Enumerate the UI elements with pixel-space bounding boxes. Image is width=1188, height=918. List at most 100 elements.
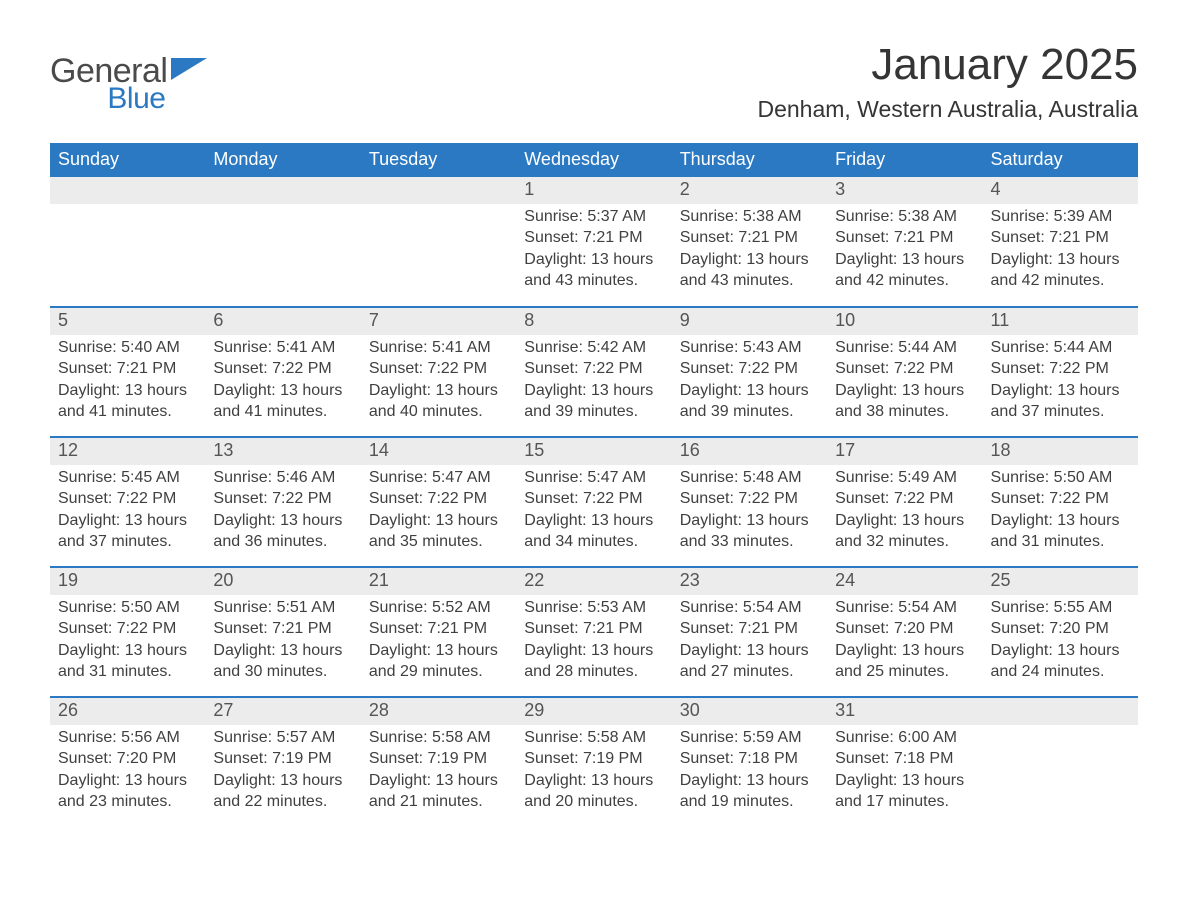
daylight-line: Daylight: 13 hours and 24 minutes. <box>991 640 1130 683</box>
day-detail: Sunrise: 5:57 AMSunset: 7:19 PMDaylight:… <box>205 725 360 819</box>
daylight-line: Daylight: 13 hours and 35 minutes. <box>369 510 508 553</box>
day-number: 16 <box>672 438 827 465</box>
day-number: 7 <box>361 308 516 335</box>
day-number: 22 <box>516 568 671 595</box>
sunrise-line: Sunrise: 5:52 AM <box>369 597 508 619</box>
daylight-label: Daylight: <box>680 772 747 789</box>
day-number: 29 <box>516 698 671 725</box>
sunrise-value: 5:53 AM <box>587 599 646 616</box>
sunrise-value: 5:48 AM <box>743 469 802 486</box>
day-number: 2 <box>672 177 827 204</box>
sunrise-value: 5:41 AM <box>432 339 491 356</box>
sunset-label: Sunset: <box>524 490 583 507</box>
sunset-label: Sunset: <box>213 490 272 507</box>
day-cell: 25Sunrise: 5:55 AMSunset: 7:20 PMDayligh… <box>983 567 1138 697</box>
day-number: 13 <box>205 438 360 465</box>
day-cell: 2Sunrise: 5:38 AMSunset: 7:21 PMDaylight… <box>672 177 827 307</box>
sunset-label: Sunset: <box>835 620 894 637</box>
sunset-value: 7:21 PM <box>738 620 798 637</box>
sunrise-line: Sunrise: 5:59 AM <box>680 727 819 749</box>
sunset-value: 7:22 PM <box>583 360 643 377</box>
week-row: 5Sunrise: 5:40 AMSunset: 7:21 PMDaylight… <box>50 307 1138 437</box>
sunrise-value: 5:37 AM <box>587 208 646 225</box>
sunrise-label: Sunrise: <box>524 208 587 225</box>
sunset-label: Sunset: <box>835 360 894 377</box>
sunset-value: 7:21 PM <box>738 229 798 246</box>
sunset-line: Sunset: 7:19 PM <box>369 748 508 770</box>
sunrise-value: 5:38 AM <box>743 208 802 225</box>
sunset-label: Sunset: <box>213 360 272 377</box>
sunset-label: Sunset: <box>58 490 117 507</box>
day-number: 12 <box>50 438 205 465</box>
day-number: 1 <box>516 177 671 204</box>
sunset-value: 7:22 PM <box>117 620 177 637</box>
sunset-line: Sunset: 7:22 PM <box>213 358 352 380</box>
sunrise-value: 5:50 AM <box>1054 469 1113 486</box>
sunset-value: 7:22 PM <box>894 360 954 377</box>
sunset-label: Sunset: <box>991 360 1050 377</box>
day-detail: Sunrise: 5:37 AMSunset: 7:21 PMDaylight:… <box>516 204 671 298</box>
day-number: 11 <box>983 308 1138 335</box>
daylight-label: Daylight: <box>524 251 591 268</box>
daylight-label: Daylight: <box>680 382 747 399</box>
day-number: 27 <box>205 698 360 725</box>
daylight-line: Daylight: 13 hours and 41 minutes. <box>213 380 352 423</box>
day-detail: Sunrise: 5:55 AMSunset: 7:20 PMDaylight:… <box>983 595 1138 689</box>
sunrise-value: 5:54 AM <box>898 599 957 616</box>
brand-logo: General Blue <box>50 40 207 114</box>
daylight-label: Daylight: <box>369 382 436 399</box>
sunrise-line: Sunrise: 5:46 AM <box>213 467 352 489</box>
day-number: 25 <box>983 568 1138 595</box>
sunrise-label: Sunrise: <box>369 339 432 356</box>
sunrise-line: Sunrise: 5:47 AM <box>369 467 508 489</box>
daylight-label: Daylight: <box>369 512 436 529</box>
day-number <box>361 177 516 204</box>
day-number: 24 <box>827 568 982 595</box>
daylight-label: Daylight: <box>524 512 591 529</box>
week-row: 19Sunrise: 5:50 AMSunset: 7:22 PMDayligh… <box>50 567 1138 697</box>
day-detail: Sunrise: 5:47 AMSunset: 7:22 PMDaylight:… <box>361 465 516 559</box>
day-detail: Sunrise: 5:45 AMSunset: 7:22 PMDaylight:… <box>50 465 205 559</box>
sunrise-value: 5:47 AM <box>432 469 491 486</box>
sunrise-line: Sunrise: 5:43 AM <box>680 337 819 359</box>
day-cell: 27Sunrise: 5:57 AMSunset: 7:19 PMDayligh… <box>205 697 360 827</box>
sunrise-line: Sunrise: 5:37 AM <box>524 206 663 228</box>
sunset-value: 7:22 PM <box>894 490 954 507</box>
day-header: Friday <box>827 143 982 177</box>
daylight-label: Daylight: <box>991 642 1058 659</box>
sunset-value: 7:22 PM <box>272 490 332 507</box>
day-cell: 17Sunrise: 5:49 AMSunset: 7:22 PMDayligh… <box>827 437 982 567</box>
daylight-label: Daylight: <box>991 512 1058 529</box>
sunrise-line: Sunrise: 5:38 AM <box>680 206 819 228</box>
sunrise-label: Sunrise: <box>524 469 587 486</box>
day-cell: 24Sunrise: 5:54 AMSunset: 7:20 PMDayligh… <box>827 567 982 697</box>
sunset-value: 7:21 PM <box>894 229 954 246</box>
sunrise-label: Sunrise: <box>369 469 432 486</box>
sunset-line: Sunset: 7:21 PM <box>369 618 508 640</box>
sunrise-label: Sunrise: <box>524 599 587 616</box>
daylight-label: Daylight: <box>369 772 436 789</box>
brand-wordmark: General Blue <box>50 54 167 114</box>
sunrise-value: 5:50 AM <box>121 599 180 616</box>
daylight-line: Daylight: 13 hours and 43 minutes. <box>680 249 819 292</box>
sunrise-label: Sunrise: <box>524 339 587 356</box>
sunset-line: Sunset: 7:22 PM <box>58 488 197 510</box>
sunset-value: 7:21 PM <box>1049 229 1109 246</box>
sunset-value: 7:22 PM <box>583 490 643 507</box>
sunset-line: Sunset: 7:22 PM <box>58 618 197 640</box>
day-detail: Sunrise: 5:38 AMSunset: 7:21 PMDaylight:… <box>672 204 827 298</box>
day-cell: 26Sunrise: 5:56 AMSunset: 7:20 PMDayligh… <box>50 697 205 827</box>
sunrise-value: 5:44 AM <box>898 339 957 356</box>
sunrise-label: Sunrise: <box>835 599 898 616</box>
day-cell: 21Sunrise: 5:52 AMSunset: 7:21 PMDayligh… <box>361 567 516 697</box>
sunrise-value: 5:54 AM <box>743 599 802 616</box>
day-number: 30 <box>672 698 827 725</box>
sunrise-line: Sunrise: 5:53 AM <box>524 597 663 619</box>
day-number: 4 <box>983 177 1138 204</box>
sunrise-line: Sunrise: 5:57 AM <box>213 727 352 749</box>
sunset-value: 7:22 PM <box>428 490 488 507</box>
sunrise-label: Sunrise: <box>835 729 898 746</box>
sunrise-value: 5:47 AM <box>587 469 646 486</box>
day-detail: Sunrise: 5:43 AMSunset: 7:22 PMDaylight:… <box>672 335 827 429</box>
day-cell <box>205 177 360 307</box>
